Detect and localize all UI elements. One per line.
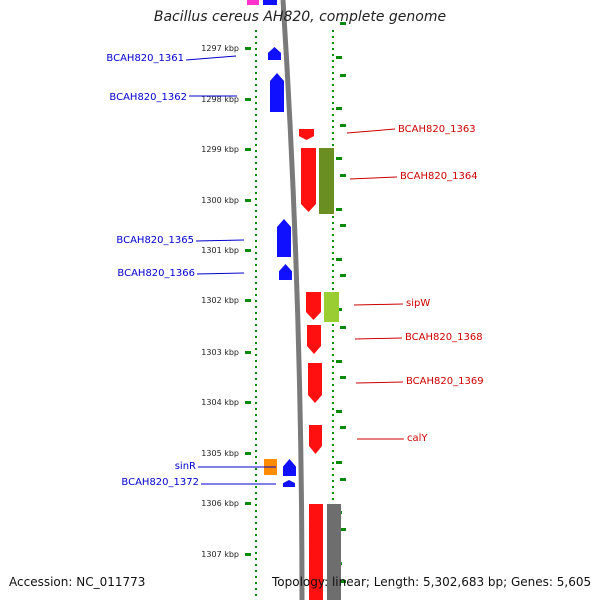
scale-tick-label: 1304 kbp: [201, 398, 239, 407]
scale-minor-tick: [340, 224, 346, 227]
gene-label-right: BCAH820_1369: [406, 376, 484, 387]
left-guide-dots: [255, 30, 257, 596]
scale-tick-label: 1301 kbp: [201, 246, 239, 255]
genome-summary-text: Topology: linear; Length: 5,302,683 bp; …: [272, 575, 592, 589]
scale-tick-left: [245, 553, 251, 556]
scale-tick-label: 1307 kbp: [201, 550, 239, 559]
gene-arrow-bcah820-1368: [307, 325, 321, 354]
leader-line-left: [185, 55, 237, 61]
scale-tick-label: 1306 kbp: [201, 499, 239, 508]
scale-tick-left: [245, 299, 251, 302]
scale-tick-left: [245, 148, 251, 151]
gene-label-left: BCAH820_1372: [121, 477, 199, 488]
leader-line-right: [349, 176, 398, 180]
scale-tick-right: [336, 56, 342, 59]
gene-label-right: BCAH820_1368: [405, 332, 483, 343]
gene-label-left: BCAH820_1365: [116, 235, 194, 246]
scale-tick-left: [245, 249, 251, 252]
leader-line-left: [195, 239, 245, 242]
gene-label-left: BCAH820_1362: [109, 92, 187, 103]
scale-minor-tick: [340, 376, 346, 379]
scale-tick-right: [336, 157, 342, 160]
leader-line-right: [355, 381, 404, 384]
top-strip-block-pink: [247, 0, 259, 5]
scale-tick-right: [336, 360, 342, 363]
gene-label-right: BCAH820_1364: [400, 171, 478, 182]
chromosome-line: [280, 0, 305, 600]
gene-arrow-bcah820-1372: [283, 480, 295, 487]
scale-minor-tick: [340, 74, 346, 77]
scale-tick-right: [336, 410, 342, 413]
gene-label-right: sipW: [406, 298, 430, 309]
scale-tick-label: 1297 kbp: [201, 44, 239, 53]
leader-line-left: [196, 272, 245, 275]
gene-label-left: BCAH820_1366: [117, 268, 195, 279]
gene-label-right: BCAH820_1363: [398, 124, 476, 135]
scale-tick-label: 1299 kbp: [201, 145, 239, 154]
scale-minor-tick: [340, 426, 346, 429]
gene-arrow-bcah820-1366: [279, 264, 292, 280]
scale-tick-right: [336, 208, 342, 211]
gene-arrow-bcah820-1365: [277, 219, 291, 257]
gene-arrow-sipw: [306, 292, 321, 320]
leader-line-right: [354, 337, 403, 340]
gene-arrow-bcah820-1361: [268, 47, 281, 60]
scale-tick-left: [245, 401, 251, 404]
scale-tick-label: 1300 kbp: [201, 196, 239, 205]
gene-label-right: calY: [407, 433, 428, 444]
top-strip-block-blue: [263, 0, 277, 5]
scale-tick-right: [336, 107, 342, 110]
gene-arrow-sinr: [283, 459, 296, 476]
scale-minor-tick: [340, 274, 346, 277]
gene-label-left: BCAH820_1361: [106, 53, 184, 64]
scale-tick-left: [245, 47, 251, 50]
leader-line-right: [353, 303, 404, 306]
scale-tick-label: 1298 kbp: [201, 95, 239, 104]
gene-block-olive: [319, 148, 334, 214]
gene-block-red-bottom: [309, 504, 323, 600]
scale-tick-left: [245, 502, 251, 505]
scale-tick-right: [336, 258, 342, 261]
gene-block-lime: [324, 292, 339, 322]
scale-minor-tick: [340, 528, 346, 531]
gene-label-left: sinR: [175, 461, 196, 472]
scale-minor-tick: [340, 124, 346, 127]
scale-minor-tick: [340, 326, 346, 329]
scale-minor-tick: [340, 22, 346, 25]
scale-tick-right: [336, 461, 342, 464]
scale-tick-left: [245, 199, 251, 202]
leader-line-right: [346, 128, 396, 134]
scale-minor-tick: [340, 580, 346, 583]
gene-arrow-caly: [309, 425, 322, 454]
scale-tick-left: [245, 351, 251, 354]
scale-minor-tick: [340, 174, 346, 177]
scale-tick-label: 1305 kbp: [201, 449, 239, 458]
gene-arrow-bcah820-1363: [299, 129, 314, 140]
gene-block-gray-bottom: [327, 504, 341, 600]
accession-text: Accession: NC_011773: [9, 575, 146, 589]
gene-arrow-bcah820-1362: [270, 73, 284, 112]
map-title: Bacillus cereus AH820, complete genome: [153, 9, 447, 25]
scale-tick-label: 1303 kbp: [201, 348, 239, 357]
scale-tick-left: [245, 98, 251, 101]
scale-tick-left: [245, 452, 251, 455]
gene-arrow-bcah820-1369: [308, 363, 322, 403]
scale-tick-label: 1302 kbp: [201, 296, 239, 305]
scale-minor-tick: [340, 478, 346, 481]
gene-arrow-bcah820-1364: [301, 148, 316, 212]
